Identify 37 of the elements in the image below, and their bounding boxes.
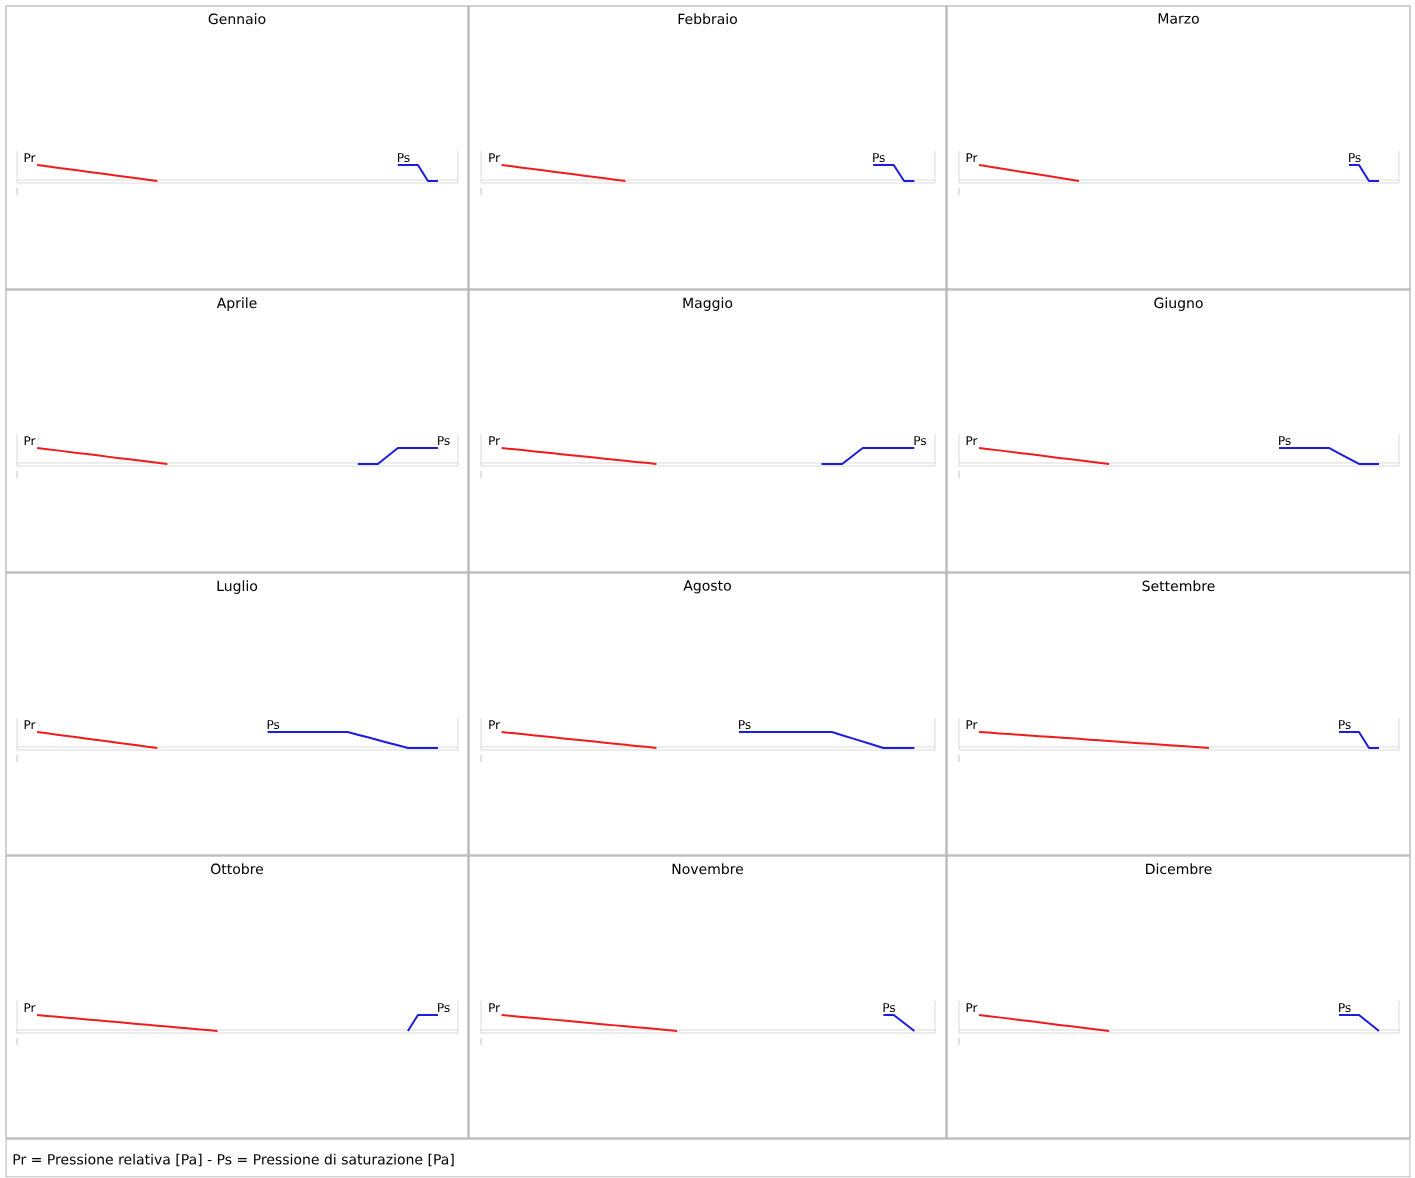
series-label: Pr xyxy=(24,153,36,163)
chart-title: Maggio xyxy=(683,297,733,312)
chart-title: Marzo xyxy=(1158,13,1199,24)
chart-title: Febbraio xyxy=(678,13,737,25)
series-label: Ps xyxy=(1339,1003,1351,1013)
series-label: Ps xyxy=(1279,436,1291,446)
chart-title: Luglio xyxy=(217,580,258,595)
series-label: Ps xyxy=(267,720,280,730)
series-label: Ps xyxy=(438,436,450,446)
series-label: Pr xyxy=(966,720,978,730)
series-label: Pr xyxy=(489,153,501,163)
series-label: Ps xyxy=(1349,153,1361,163)
chart-title: Giugno xyxy=(1154,297,1203,312)
text: Pr = Pressione relativa [Pa] - Ps = Pressione di saturazione [Pa] xyxy=(13,1153,454,1167)
series-label: Pr xyxy=(966,153,978,163)
series-label: Pr xyxy=(966,1003,978,1013)
series-label: Pr xyxy=(24,720,36,730)
series-label: Pr xyxy=(966,436,978,446)
series-label: Ps xyxy=(1339,720,1351,730)
series-label: Ps xyxy=(438,1003,450,1013)
chart-title: Gennaio xyxy=(208,13,266,25)
series-label: Ps xyxy=(914,436,926,446)
chart-title: Dicembre xyxy=(1146,863,1212,875)
series-label: Pr xyxy=(489,720,501,730)
series-label: Ps xyxy=(883,1003,896,1013)
series-label: Pr xyxy=(24,436,36,446)
series-label: Ps xyxy=(397,153,410,163)
series-label: Pr xyxy=(489,1003,501,1013)
chart-title: Aprile xyxy=(216,297,257,312)
series-label: Ps xyxy=(873,153,885,163)
chart-title: Ottobre xyxy=(211,863,264,875)
series-label: Pr xyxy=(489,436,501,446)
series-label: Pr xyxy=(24,1003,36,1013)
chart-title: Agosto xyxy=(683,580,731,594)
chart-title: Settembre xyxy=(1142,580,1215,592)
series-label: Ps xyxy=(739,720,751,730)
chart-title: Novembre xyxy=(672,863,744,875)
